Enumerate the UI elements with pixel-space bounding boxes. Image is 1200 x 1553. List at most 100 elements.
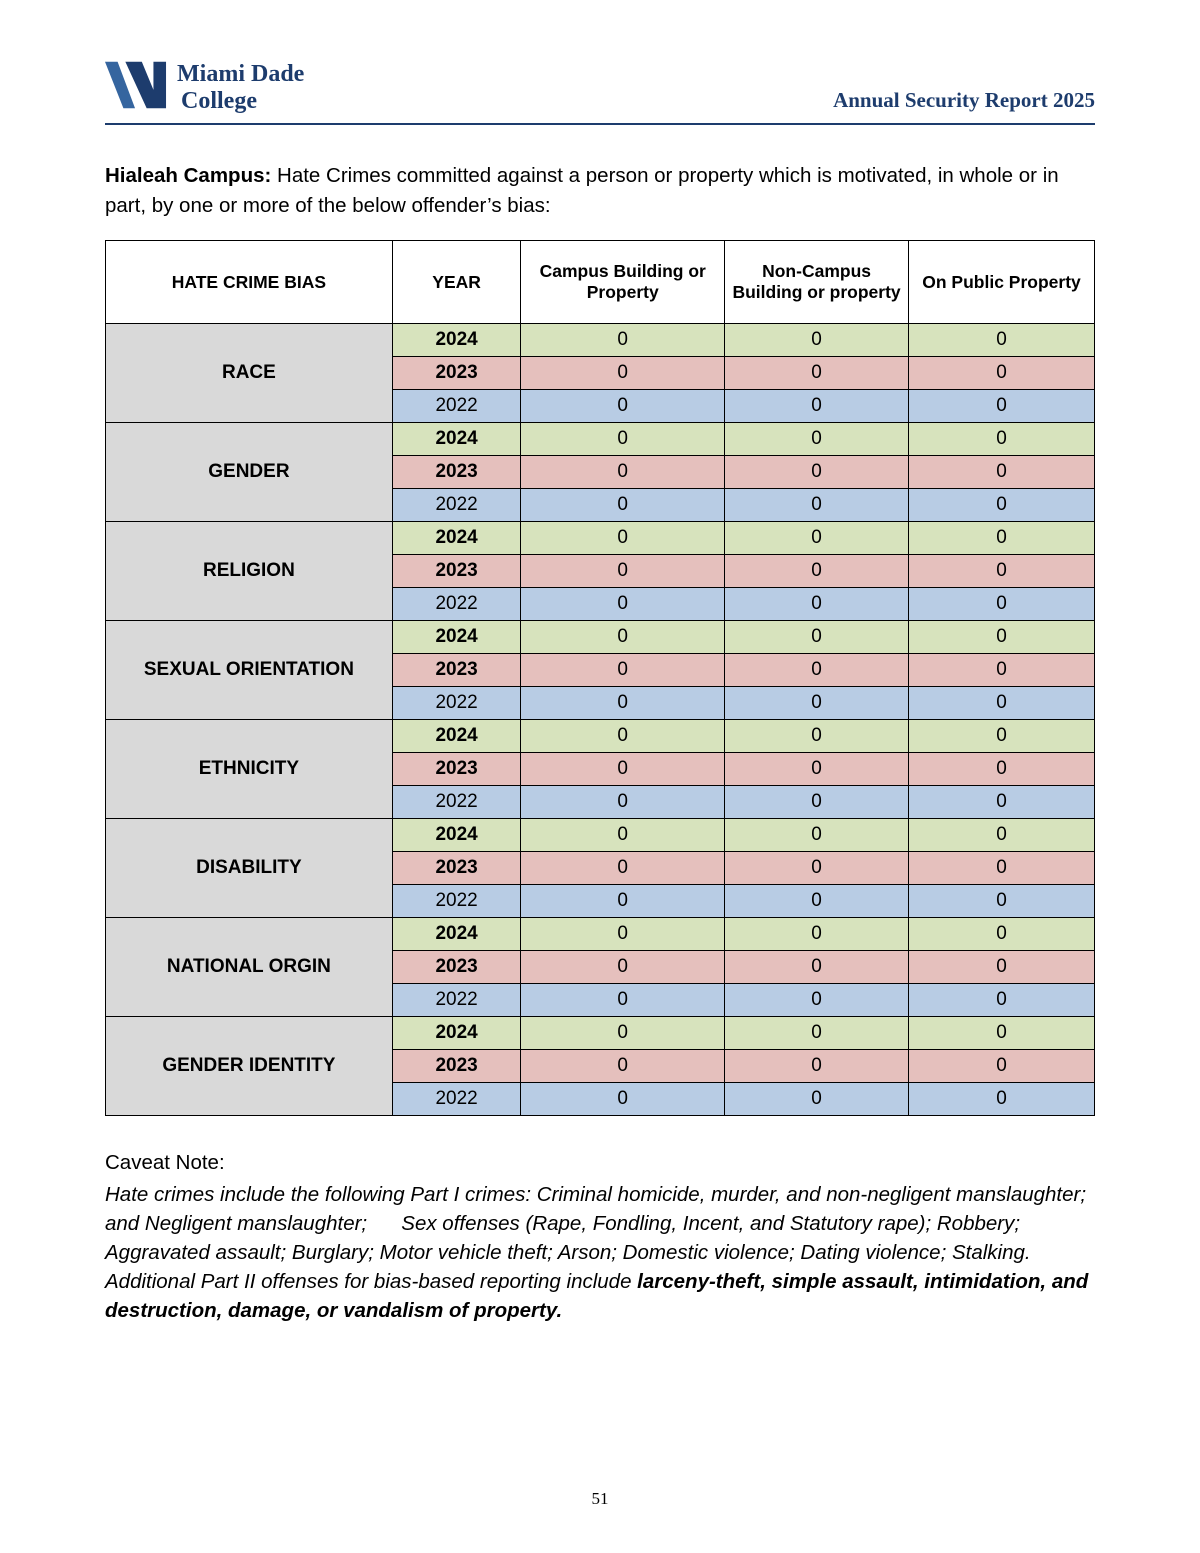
- value-cell: 0: [520, 620, 726, 655]
- value-cell: 0: [908, 356, 1095, 391]
- bias-category-cell: NATIONAL ORGIN: [105, 917, 393, 1018]
- year-cell: 2022: [391, 587, 522, 622]
- page-header: Miami Dade College Annual Security Repor…: [105, 58, 1095, 125]
- hate-crime-table: HATE CRIME BIAS YEAR Campus Building or …: [105, 240, 1095, 1117]
- value-cell: 0: [724, 686, 910, 721]
- table-row: 2023 0 0 0: [106, 455, 1095, 490]
- caveat-section: Caveat Note: Hate crimes include the fol…: [105, 1148, 1095, 1325]
- table-row: 2022 0 0 0: [106, 587, 1095, 622]
- value-cell: 0: [724, 356, 910, 391]
- table-row: 2023 0 0 0: [106, 851, 1095, 886]
- value-cell: 0: [724, 620, 910, 655]
- value-cell: 0: [520, 884, 726, 919]
- value-cell: 0: [908, 653, 1095, 688]
- table-row: 2023 0 0 0: [106, 554, 1095, 589]
- value-cell: 0: [908, 1016, 1095, 1051]
- col-header-public: On Public Property: [908, 240, 1095, 325]
- year-cell: 2023: [391, 554, 522, 589]
- col-header-noncampus: Non-Campus Building or property: [724, 240, 910, 325]
- table-header: HATE CRIME BIAS YEAR Campus Building or …: [105, 240, 1095, 325]
- value-cell: 0: [724, 917, 910, 952]
- value-cell: 0: [724, 752, 910, 787]
- value-cell: 0: [520, 554, 726, 589]
- table-row: 2022 0 0 0: [106, 884, 1095, 919]
- value-cell: 0: [908, 554, 1095, 589]
- caveat-bold-text: larceny-theft, simple assault, intimidat…: [105, 1269, 1094, 1322]
- year-cell: 2024: [391, 719, 522, 754]
- page-number: 51: [591, 1489, 609, 1508]
- value-cell: 0: [724, 323, 910, 358]
- value-cell: 0: [520, 587, 726, 622]
- bias-category-cell: GENDER: [105, 422, 393, 523]
- table-header-row: HATE CRIME BIAS YEAR Campus Building or …: [105, 240, 1095, 325]
- value-cell: 0: [724, 554, 910, 589]
- table-row: RACE 2024 0 0 0: [105, 323, 1095, 424]
- value-cell: 0: [520, 356, 726, 391]
- year-cell: 2022: [391, 389, 522, 424]
- value-cell: 0: [724, 719, 910, 754]
- value-cell: 0: [520, 785, 726, 820]
- value-cell: 0: [908, 620, 1095, 655]
- table-row: 2022 0 0 0: [106, 785, 1095, 820]
- value-cell: 0: [520, 521, 726, 556]
- year-cell: 2024: [391, 917, 522, 952]
- value-cell: 0: [908, 917, 1095, 952]
- value-cell: 0: [908, 818, 1095, 853]
- year-cell: 2023: [391, 950, 522, 985]
- bias-category-cell: SEXUAL ORIENTATION: [105, 620, 393, 721]
- value-cell: 0: [724, 983, 910, 1018]
- value-cell: 0: [908, 422, 1095, 457]
- table-row: RELIGION 2024 0 0 0: [105, 521, 1095, 622]
- value-cell: 0: [908, 785, 1095, 820]
- value-cell: 0: [520, 422, 726, 457]
- value-cell: 0: [908, 1082, 1095, 1117]
- value-cell: 0: [908, 521, 1095, 556]
- value-cell: 0: [908, 1049, 1095, 1084]
- value-cell: 0: [520, 653, 726, 688]
- table-row: SEXUAL ORIENTATION 2024 0 0 0: [105, 620, 1095, 721]
- value-cell: 0: [520, 752, 726, 787]
- value-cell: 0: [724, 950, 910, 985]
- year-cell: 2023: [391, 752, 522, 787]
- value-cell: 0: [908, 950, 1095, 985]
- table-row: 2023 0 0 0: [106, 752, 1095, 787]
- caveat-label: Caveat Note:: [105, 1151, 225, 1175]
- col-header-year: YEAR: [391, 240, 522, 325]
- intro-text: Hate Crimes committed against a person o…: [105, 164, 1059, 217]
- value-cell: 0: [724, 1016, 910, 1051]
- value-cell: 0: [520, 917, 726, 952]
- table-row: NATIONAL ORGIN 2024 0 0 0: [105, 917, 1095, 1018]
- value-cell: 0: [520, 983, 726, 1018]
- value-cell: 0: [724, 884, 910, 919]
- value-cell: 0: [724, 1082, 910, 1117]
- year-cell: 2023: [391, 1049, 522, 1084]
- table-row: 2023 0 0 0: [106, 950, 1095, 985]
- year-cell: 2023: [391, 356, 522, 391]
- year-cell: 2022: [391, 884, 522, 919]
- mdc-logo: Miami Dade College: [105, 58, 304, 117]
- bias-category-cell: RELIGION: [105, 521, 393, 622]
- value-cell: 0: [520, 851, 726, 886]
- bias-category-cell: DISABILITY: [105, 818, 393, 919]
- table-body: RACE 2024 0 0 0 2023 0 0 0 2022 0 0 0 GENDER 2024 0 0 0 20…: [105, 323, 1095, 1117]
- table-row: 2023 0 0 0: [106, 356, 1095, 391]
- year-cell: 2024: [391, 422, 522, 457]
- value-cell: 0: [520, 488, 726, 523]
- value-cell: 0: [724, 818, 910, 853]
- logo-line2: College: [181, 87, 257, 114]
- table-row: 2022 0 0 0: [106, 983, 1095, 1018]
- value-cell: 0: [724, 389, 910, 424]
- table-row: 2022 0 0 0: [106, 686, 1095, 721]
- table-row: 2022 0 0 0: [106, 488, 1095, 523]
- value-cell: 0: [724, 521, 910, 556]
- value-cell: 0: [908, 851, 1095, 886]
- value-cell: 0: [908, 719, 1095, 754]
- year-cell: 2024: [391, 1016, 522, 1051]
- intro-campus-label: Hialeah Campus:: [105, 164, 272, 187]
- col-header-campus: Campus Building or Property: [520, 240, 726, 325]
- value-cell: 0: [908, 983, 1095, 1018]
- value-cell: 0: [520, 950, 726, 985]
- caveat-text: Hate crimes include the following Part I…: [105, 1180, 1095, 1326]
- bias-category-cell: RACE: [105, 323, 393, 424]
- bias-category-cell: ETHNICITY: [105, 719, 393, 820]
